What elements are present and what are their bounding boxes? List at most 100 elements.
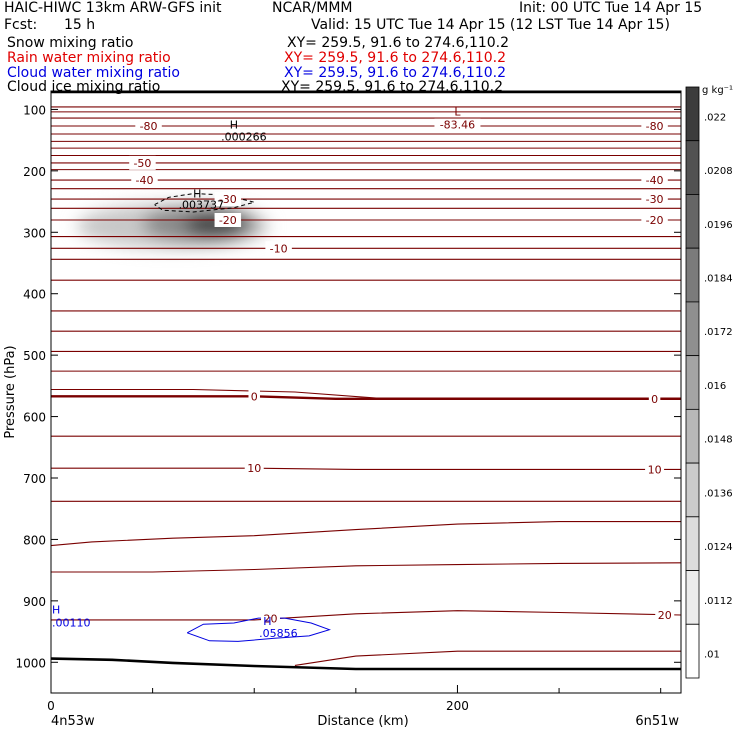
temp-min-value: -83.46: [440, 119, 475, 132]
colorbar-unit: g kg⁻¹: [702, 85, 733, 96]
colorbar-label: .0136: [704, 488, 733, 499]
right-endpoint-label: 6n51w: [635, 714, 679, 729]
contour-label-10: 10: [648, 463, 662, 476]
field-cloudwater-name: Cloud water mixing ratio: [7, 65, 180, 81]
snow-max-marker: H: [230, 118, 238, 131]
colorbar-label: .0208: [704, 166, 733, 177]
temp-min-value-bg: [434, 118, 481, 131]
contour-label-bg: [131, 173, 158, 188]
snow-max-value: .000266: [221, 130, 267, 143]
contour-label-20: 20: [263, 613, 277, 626]
colorbar-bin: [685, 516, 700, 571]
colorbar-label: .016: [704, 381, 726, 392]
contour-label-0: 0: [251, 390, 258, 403]
y-tick-label-500: 500: [23, 349, 46, 363]
contour-label-bg: [641, 192, 668, 207]
cloud-water-max-marker: H: [263, 615, 271, 628]
contour-label-bg: [641, 173, 668, 188]
contour-label-bg: [641, 213, 668, 227]
field-snow-xy: XY= 259.5, 91.6 to 274.6,110.2: [287, 35, 510, 51]
contour-label-10: 10: [247, 462, 261, 475]
contour-label-bg: [265, 241, 292, 256]
contour-label--30: -30: [219, 193, 237, 206]
contour-label-bg: [260, 611, 280, 626]
isotherm-line: [51, 521, 681, 547]
cloud-water-max-value: .05856: [259, 627, 298, 640]
colorbar-label: .022: [704, 112, 726, 123]
temp-min-marker: L: [454, 106, 461, 119]
field-rain-xy: XY= 259.5, 91.6 to 274.6,110.2: [284, 50, 507, 66]
init-time: Init: 00 UTC Tue 14 Apr 15: [519, 0, 703, 16]
contour-label-bg: [648, 391, 661, 406]
colorbar-bin: [685, 301, 700, 357]
y-tick-label-600: 600: [23, 411, 46, 425]
contour-label-bg: [244, 461, 264, 476]
colorbar-bin: [685, 408, 700, 464]
colorbar-bin: [685, 623, 700, 679]
colorbar-bin: [685, 247, 700, 303]
y-tick-label-1000: 1000: [15, 656, 46, 670]
colorbar-bin: [685, 194, 700, 249]
contour-label-bg: [655, 607, 675, 622]
isotherm-line: [51, 562, 681, 573]
isotherm-line: [294, 650, 681, 666]
rain-max-marker: H: [52, 603, 60, 616]
colorbar-label: .0172: [704, 327, 733, 338]
field-rain-name: Rain water mixing ratio: [7, 50, 171, 66]
model-title: HAIC-HIWC 13km ARW-GFS init: [4, 0, 222, 16]
colorbar-bin: [685, 462, 700, 518]
y-tick-label-700: 700: [23, 472, 46, 486]
valid-time: Valid: 15 UTC Tue 14 Apr 15 (12 LST Tue …: [311, 17, 670, 33]
colorbar: .022 .0208 .0196 .0184 .0172 .016 .0148 .0136 .0…: [685, 86, 733, 679]
colorbar-label: .0148: [704, 435, 733, 446]
contour-label-bg: [214, 192, 242, 207]
contour-label-bg: [248, 389, 260, 404]
cloud-ice-max-value: .003737: [179, 199, 225, 212]
contour-label-0: 0: [651, 393, 658, 406]
contour-label--80: -80: [646, 120, 664, 133]
forecast-hour: 15 h: [64, 17, 96, 33]
cloud-ice-contour: [154, 193, 255, 213]
cloud-ice-max-marker: H: [193, 188, 201, 201]
colorbar-label: .01: [704, 650, 720, 661]
hydrometeor-contours: [154, 193, 331, 642]
temperature-contours: [51, 106, 681, 666]
y-tick-label-300: 300: [23, 226, 46, 240]
contour-label--40: -40: [646, 174, 664, 187]
y-tick-label-400: 400: [23, 288, 46, 302]
colorbar-label: .0184: [704, 273, 733, 284]
colorbar-bin: [685, 86, 700, 142]
colorbar-bin: [685, 355, 700, 410]
plot-frame: [50, 90, 682, 694]
colorbar-label: .0112: [704, 596, 733, 607]
x-tick-label-0: 0: [47, 699, 55, 713]
colorbar-bin: [685, 140, 700, 195]
contour-label--30: -30: [646, 193, 664, 206]
contour-label-bg: [645, 462, 665, 477]
colorbar-label: .0124: [704, 542, 733, 553]
contour-labels: -80 -80 -50 -40 -40 -30 -30 -20 -20 -10 0 0 10 10 20 20…: [52, 106, 675, 640]
contour-label-bg: [135, 119, 162, 134]
left-endpoint-label: 4n53w: [51, 714, 95, 729]
x-tick-label-200: 200: [446, 699, 469, 713]
contour-label--20: -20: [219, 214, 237, 227]
cloud-water-contour: [186, 617, 331, 642]
contour-label--20: -20: [646, 214, 664, 227]
forecast-label: Fcst:: [4, 17, 38, 33]
contour-label--80: -80: [140, 120, 158, 133]
contour-label-20: 20: [658, 609, 672, 622]
isotherm-0: [51, 395, 681, 400]
y-tick-label-900: 900: [23, 595, 46, 609]
y-tick-label-200: 200: [23, 165, 46, 179]
terrain-line: [51, 91, 681, 671]
isotherm-20: [51, 610, 681, 621]
isotherm-10: [51, 467, 681, 470]
terrain-surface: [51, 657, 681, 671]
contour-label--50: -50: [133, 157, 151, 170]
org-label: NCAR/MMM: [272, 0, 353, 16]
contour-label--10: -10: [270, 242, 288, 255]
field-cloudwater-xy: XY= 259.5, 91.6 to 274.6,110.2: [284, 65, 507, 81]
contour-label-bg: [641, 119, 668, 134]
